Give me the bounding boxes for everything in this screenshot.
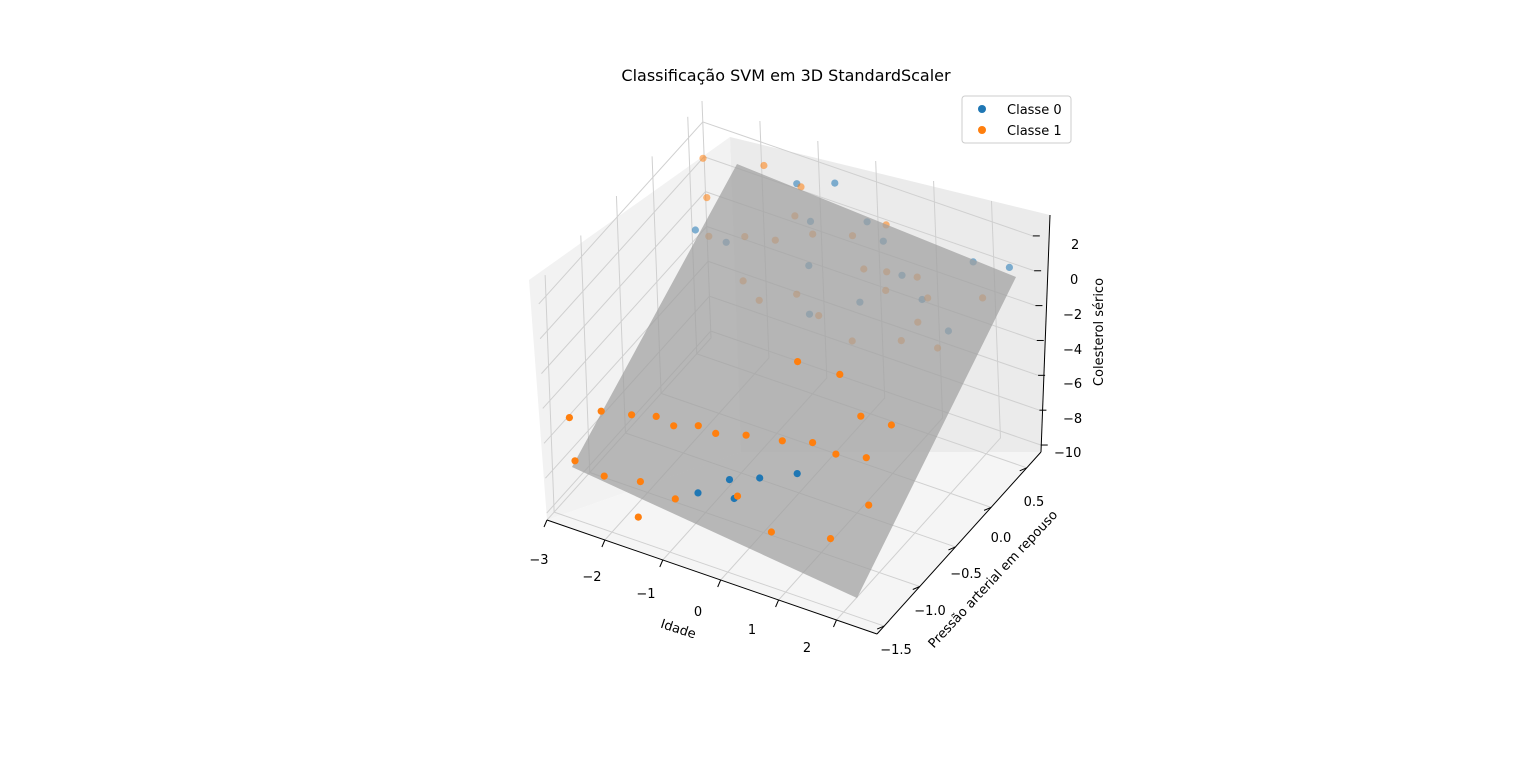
point-class1 [634,513,642,521]
point-class1 [862,454,870,462]
legend: Classe 0 Classe 1 [961,95,1072,144]
point-class1 [628,411,636,419]
tick-marks [543,235,1048,630]
point-class1 [797,183,805,191]
z-axis-label: Colesterol sérico [1092,278,1107,386]
legend-marker-class0 [978,105,986,113]
point-class0 [1005,263,1014,271]
point-class1 [699,154,707,162]
point-class1 [712,429,720,437]
x-tick [543,519,548,528]
legend-label-class0: Classe 0 [1007,103,1062,118]
point-class0 [793,470,801,478]
gridline-z [538,121,1033,305]
x-tick-label: 2 [803,641,811,656]
point-class1 [636,478,645,486]
y-tick-label: −1.5 [880,643,912,658]
y-tick-label: 0.5 [1024,495,1045,510]
y-tick [1019,467,1027,472]
point-class1 [571,457,579,465]
x-tick [775,599,780,608]
point-class0 [756,474,764,482]
point-class1 [836,370,844,378]
y-tick-label: −1.0 [914,604,946,619]
point-class1 [865,501,873,509]
x-axis-label: Idade [658,617,697,642]
z-tick-label: 0 [1070,273,1078,288]
point-class1 [670,422,678,430]
z-tick-label: −10 [1054,446,1081,461]
point-class1 [600,472,608,480]
x-tick-label: 0 [694,605,702,620]
point-class1 [597,407,605,415]
z-tick-label: −6 [1063,377,1082,392]
gridline-y [544,275,885,627]
point-class1 [767,528,776,536]
legend-label-class1: Classe 1 [1007,124,1062,139]
point-class1 [671,495,679,503]
scatter-points-front [565,358,896,543]
z-axis-line [1040,214,1051,453]
point-class1 [826,535,835,543]
point-class0 [694,489,702,497]
y-axis-line [876,451,1042,635]
point-class1 [887,421,896,429]
point-class1 [703,194,711,202]
y-tick [876,625,885,630]
point-class1 [742,431,750,439]
point-class1 [760,161,768,170]
y-tick-label: −0.5 [950,567,982,582]
point-class1 [733,492,742,500]
point-class1 [778,437,786,445]
x-axis-line [546,519,878,635]
point-class0 [691,226,700,234]
legend-marker-class1 [978,126,986,134]
point-class1 [652,412,660,420]
legend-box [961,95,1072,144]
point-class0 [831,179,839,187]
chart-title: Classificação SVM em 3D StandardScaler [621,66,951,85]
x-tick-label: −3 [529,553,548,568]
x-tick-label: −2 [582,570,601,585]
point-class0 [725,476,734,484]
decision-plane [572,164,1016,598]
point-class1 [809,439,817,447]
z-tick-label: −2 [1063,308,1082,323]
z-tick-label: −8 [1063,412,1082,427]
y-tick [912,586,920,590]
y-tick-label: 0.0 [991,531,1012,546]
point-class1 [857,412,865,420]
y-tick [983,506,992,511]
point-class1 [832,450,840,458]
y-tick [948,546,956,551]
x-tick-label: −1 [636,587,655,602]
z-tick-label: 2 [1071,238,1079,253]
x-tick [833,619,837,628]
x-tick [601,539,606,548]
z-tick-label: −4 [1063,343,1082,358]
x-tick-label: 1 [748,623,756,638]
x-tick [717,579,722,588]
x-tick [659,559,664,568]
point-class1 [794,358,802,366]
point-class1 [694,422,702,430]
point-class1 [565,414,574,422]
